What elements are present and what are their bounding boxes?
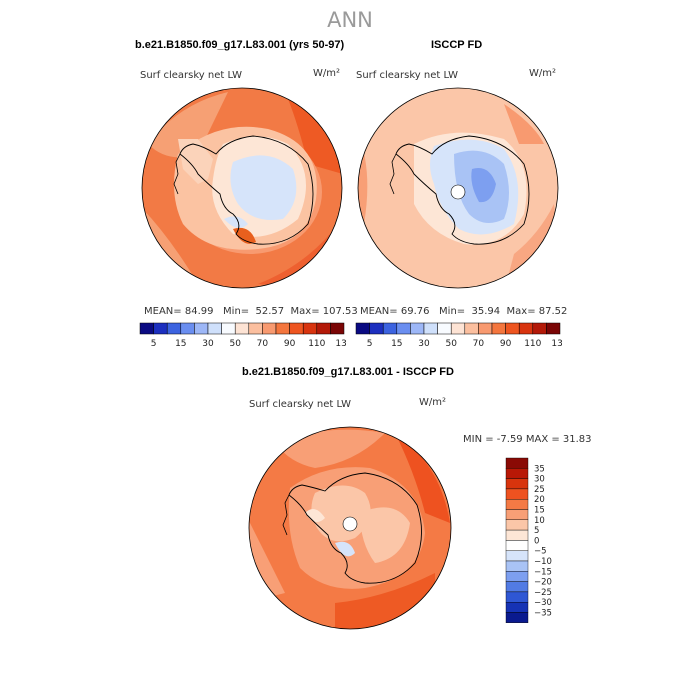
- obs-colorbar-swatch: [450, 322, 466, 335]
- obs-polar-map: [357, 87, 559, 289]
- obs-colorbar-swatch: [518, 322, 534, 335]
- model-polar-map: [141, 87, 343, 289]
- obs-case-title: ISCCP FD: [431, 39, 483, 51]
- difference-colorbar-swatch: [505, 540, 529, 551]
- difference-colorbar-swatch: [505, 488, 529, 500]
- model-colorbar-label: 90: [284, 339, 296, 349]
- difference-colorbar-swatch: [505, 529, 529, 541]
- model-colorbar-swatch: [180, 322, 195, 335]
- obs-colorbar-swatch: [369, 322, 384, 335]
- obs-colorbar-label: 5: [367, 339, 373, 349]
- difference-colorbar-swatch: [505, 519, 529, 531]
- difference-minmax: MIN = -7.59 MAX = 31.83: [463, 434, 592, 445]
- model-colorbar-swatch: [275, 322, 290, 335]
- obs-colorbar-swatch: [437, 322, 452, 335]
- difference-colorbar-swatch: [505, 478, 529, 490]
- model-colorbar-swatch: [221, 322, 236, 335]
- obs-variable-label: Surf clearsky net LW: [356, 70, 459, 81]
- difference-colorbar-swatch: [505, 612, 529, 624]
- model-colorbar-swatch: [330, 322, 345, 335]
- difference-colorbar-swatch: [505, 509, 529, 521]
- difference-colorbar-label: −20: [534, 578, 552, 588]
- model-colorbar-swatch: [262, 322, 277, 335]
- obs-colorbar-swatch: [491, 322, 506, 335]
- difference-colorbar-swatch: [505, 601, 529, 613]
- model-colorbar-swatch: [234, 322, 250, 335]
- obs-colorbar-label: 110: [524, 339, 541, 349]
- difference-case-title: b.e21.B1850.f09_g17.L83.001 - ISCCP FD: [242, 366, 454, 378]
- difference-units-label: W/m²: [419, 397, 447, 408]
- difference-colorbar-label: −5: [534, 547, 547, 557]
- difference-colorbar-label: 15: [534, 506, 545, 516]
- difference-polar-map: [248, 426, 452, 630]
- obs-colorbar-swatch: [532, 322, 547, 335]
- difference-colorbar-label: 20: [534, 495, 545, 505]
- model-colorbar-swatch: [207, 322, 222, 335]
- model-colorbar-swatch: [153, 322, 168, 335]
- difference-colorbar-label: −15: [534, 567, 552, 577]
- model-colorbar-swatch: [289, 322, 304, 335]
- model-colorbar-label: 5: [151, 339, 157, 349]
- model-colorbar-swatch: [302, 322, 318, 335]
- model-colorbar-label: 70: [257, 339, 269, 349]
- model-colorbar: 5 15 30 50 70 90 110 130: [139, 322, 346, 349]
- obs-colorbar-swatch: [423, 322, 438, 335]
- obs-stats: MEAN= 69.76 Min= 35.94 Max= 87.52: [360, 306, 568, 317]
- model-colorbar-swatch: [139, 322, 154, 335]
- difference-colorbar-swatch: [505, 499, 529, 510]
- obs-colorbar-swatch: [410, 322, 425, 335]
- model-units-label: W/m²: [313, 68, 341, 79]
- obs-colorbar-swatch: [464, 322, 479, 335]
- model-colorbar-label: 15: [175, 339, 186, 349]
- difference-colorbar-swatch: [505, 581, 529, 593]
- model-stats: MEAN= 84.99 Min= 52.57 Max= 107.53: [144, 306, 358, 317]
- difference-colorbar-label: −30: [534, 598, 552, 608]
- difference-colorbar-swatch: [505, 571, 529, 582]
- difference-colorbar-label: 0: [534, 536, 539, 546]
- obs-colorbar-label: 90: [500, 339, 512, 349]
- model-colorbar-swatch: [194, 322, 209, 335]
- difference-colorbar-label: 10: [534, 516, 545, 526]
- model-case-title: b.e21.B1850.f09_g17.L83.001 (yrs 50-97): [135, 39, 345, 51]
- difference-colorbar-label: −25: [534, 588, 552, 598]
- obs-colorbar-label: 30: [418, 339, 430, 349]
- model-colorbar-label: 130: [335, 339, 346, 349]
- model-colorbar-swatch: [248, 322, 263, 335]
- obs-colorbar-swatch: [382, 322, 398, 335]
- difference-colorbar-label: −35: [534, 609, 552, 619]
- model-colorbar-swatch: [166, 322, 182, 335]
- obs-colorbar-label: 130: [551, 339, 562, 349]
- difference-colorbar-swatch: [505, 468, 529, 479]
- obs-colorbar-label: 50: [445, 339, 457, 349]
- obs-colorbar-swatch: [396, 322, 411, 335]
- difference-colorbar-swatch: [505, 457, 529, 469]
- obs-colorbar-swatch: [546, 322, 561, 335]
- obs-colorbar-label: 70: [473, 339, 485, 349]
- obs-units-label: W/m²: [529, 68, 557, 79]
- page-title: ANN: [327, 8, 373, 32]
- difference-colorbar-label: −10: [534, 557, 552, 567]
- model-colorbar-label: 50: [229, 339, 241, 349]
- difference-colorbar-label: 35: [534, 464, 545, 474]
- difference-colorbar-swatch: [505, 591, 529, 603]
- obs-colorbar-label: 15: [391, 339, 402, 349]
- model-colorbar-label: 110: [308, 339, 325, 349]
- obs-colorbar-swatch: [355, 322, 370, 335]
- obs-colorbar-swatch: [505, 322, 520, 335]
- difference-colorbar-label: 25: [534, 485, 545, 495]
- obs-colorbar-swatch: [478, 322, 493, 335]
- difference-colorbar-swatch: [505, 550, 529, 562]
- difference-colorbar-label: 30: [534, 475, 545, 485]
- model-variable-label: Surf clearsky net LW: [140, 70, 243, 81]
- difference-colorbar-label: 5: [534, 526, 539, 536]
- difference-colorbar-swatch: [505, 560, 529, 572]
- difference-variable-label: Surf clearsky net LW: [249, 399, 352, 410]
- obs-colorbar: 5 15 30 50 70 90 110 130: [355, 322, 562, 349]
- model-colorbar-label: 30: [202, 339, 214, 349]
- model-colorbar-swatch: [316, 322, 331, 335]
